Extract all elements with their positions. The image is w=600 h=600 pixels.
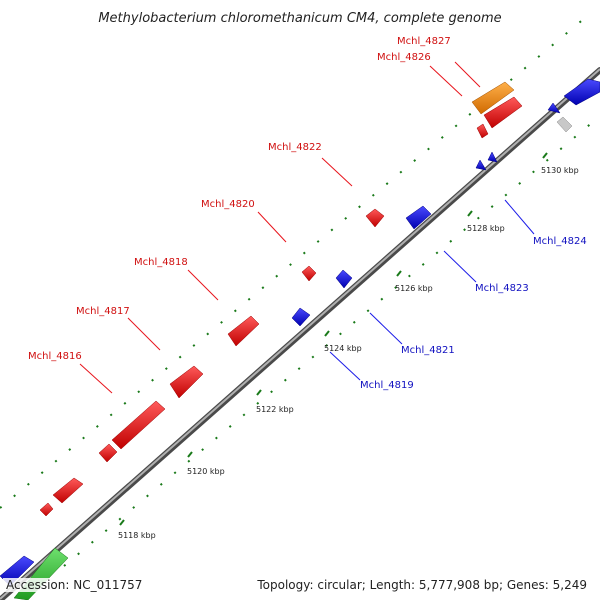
tick-mark (187, 451, 193, 458)
gene-mchl-4818-arrow[interactable] (301, 265, 317, 282)
gene-label-mchl-4823[interactable]: Mchl_4823 (475, 283, 529, 294)
inner-dotted-guide (63, 115, 600, 567)
gene-mchl-4827-arrow[interactable] (471, 81, 515, 115)
tick-mark (256, 389, 262, 396)
gene-mchl-4816-arrow[interactable] (39, 502, 54, 517)
gene-label-mchl-4816[interactable]: Mchl_4816 (28, 351, 82, 362)
label-leader-line (429, 65, 463, 97)
tick-label-5128: 5128 kbp (467, 224, 505, 233)
tick-label-5130: 5130 kbp (541, 166, 579, 175)
label-leader-line (329, 351, 361, 381)
tick-label-5126: 5126 kbp (395, 284, 433, 293)
tick-mark (396, 270, 402, 277)
tick-mark (119, 519, 125, 526)
gene-label-mchl-4826[interactable]: Mchl_4826 (377, 52, 431, 63)
label-leader-line (79, 363, 113, 394)
gene-label-mchl-4820[interactable]: Mchl_4820 (201, 199, 255, 210)
tick-label-5118: 5118 kbp (118, 531, 156, 540)
tick-mark (467, 210, 473, 217)
gene-arrow-forward[interactable] (98, 443, 118, 463)
label-leader-line (321, 157, 353, 187)
label-leader-line (443, 250, 477, 283)
gene-arrow-reverse[interactable] (563, 78, 600, 106)
label-leader-line (187, 269, 219, 301)
footer-bar: Accession: NC_011757 Topology: circular;… (0, 576, 600, 596)
gene-mchl-4824-arrow[interactable] (475, 159, 487, 171)
gene-mchl-4826-arrow[interactable] (483, 96, 523, 129)
tick-label-5122: 5122 kbp (256, 405, 294, 414)
gene-label-mchl-4822[interactable]: Mchl_4822 (268, 142, 322, 153)
map-title: Methylobacterium chloromethanicum CM4, c… (98, 11, 501, 26)
label-leader-line (127, 317, 161, 351)
gene-label-mchl-4827[interactable]: Mchl_4827 (397, 36, 451, 47)
gene-mchl-4823-arrow[interactable] (405, 205, 432, 230)
gene-mchl-4821-arrow[interactable] (335, 269, 353, 289)
label-leader-line (504, 199, 535, 235)
gene-label-mchl-4821[interactable]: Mchl_4821 (401, 345, 455, 356)
gene-label-mchl-4819[interactable]: Mchl_4819 (360, 380, 414, 391)
gene-mchl-4819-arrow[interactable] (291, 307, 311, 327)
gene-mchl-4817-arrow[interactable] (227, 315, 260, 347)
label-leader-line (257, 211, 287, 243)
gene-label-mchl-4818[interactable]: Mchl_4818 (134, 257, 188, 268)
accession-label: Accession: NC_011757 (3, 578, 146, 592)
gene-arrow-forward[interactable] (111, 400, 166, 450)
gene-mchl-4820-arrow[interactable] (365, 208, 385, 228)
tick-label-5124: 5124 kbp (324, 344, 362, 353)
gene-mchl-4824-small-arrow[interactable] (487, 151, 498, 163)
gene-arrow-reverse[interactable] (547, 102, 561, 114)
label-leader-line (369, 312, 403, 345)
tick-label-5120: 5120 kbp (187, 467, 225, 476)
gene-arrow-forward[interactable] (52, 477, 84, 504)
gene-arrow-forward[interactable] (169, 365, 204, 399)
tick-mark (542, 152, 548, 159)
genome-summary-label: Topology: circular; Length: 5,777,908 bp… (254, 578, 590, 592)
gene-mchl-4826-small-arrow[interactable] (476, 123, 489, 139)
gene-label-mchl-4817[interactable]: Mchl_4817 (76, 306, 130, 317)
genome-backbone-highlight (0, 68, 600, 600)
gene-label-mchl-4824[interactable]: Mchl_4824 (533, 236, 587, 247)
tick-mark (324, 330, 330, 337)
label-leader-line (454, 61, 481, 88)
gene-arrow-grey[interactable] (556, 116, 573, 133)
